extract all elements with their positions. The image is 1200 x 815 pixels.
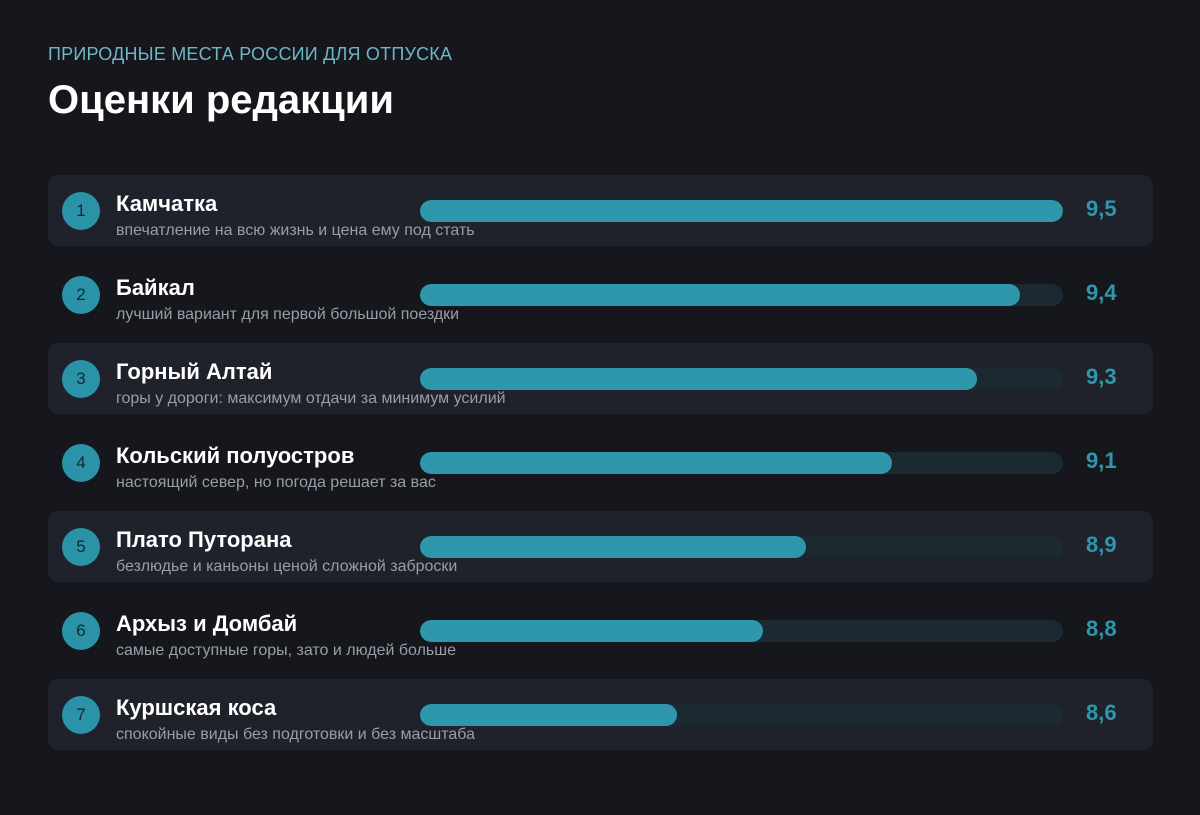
rating-row: 3 Горный Алтай горы у дороги: максимум отд… [48, 343, 1153, 414]
rating-row: 2 Байкал лучший вариант для первой большой… [48, 259, 1153, 330]
score-bar-track [420, 452, 1063, 474]
score-value: 8,6 [1086, 700, 1117, 725]
place-description: впечатление на всю жизнь и цена ему под … [116, 222, 475, 239]
score-bar-track [420, 284, 1063, 306]
place-name: Камчатка [116, 191, 218, 216]
place-description: спокойные виды без подготовки и без масш… [116, 726, 475, 743]
ratings-list: 1 Камчатка впечатление на всю жизнь и цена… [48, 175, 1153, 763]
place-name: Плато Путорана [116, 527, 292, 552]
rank-badge: 7 [62, 696, 100, 734]
score-bar [420, 284, 1021, 306]
score-value: 9,5 [1086, 196, 1117, 221]
score-bar [420, 620, 763, 642]
score-value: 9,4 [1086, 280, 1117, 305]
rating-row: 4 Кольский полуостров настоящий север, но … [48, 427, 1153, 498]
place-name: Куршская коса [116, 695, 277, 720]
score-bar [420, 368, 978, 390]
rank-badge: 3 [62, 360, 100, 398]
chart-title: Оценки редакции [48, 78, 394, 122]
score-bar [420, 536, 806, 558]
place-name: Горный Алтай [116, 359, 273, 384]
place-description: безлюдье и каньоны ценой сложной заброск… [116, 558, 458, 575]
place-description: самые доступные горы, зато и людей больш… [116, 642, 456, 659]
score-bar-track [420, 200, 1063, 222]
rating-row: 7 Куршская коса спокойные виды без подгото… [48, 679, 1153, 750]
place-name: Архыз и Домбай [116, 611, 298, 636]
score-value: 8,8 [1086, 616, 1117, 641]
rank-badge: 5 [62, 528, 100, 566]
score-bar [420, 200, 1063, 222]
place-name: Байкал [116, 275, 195, 300]
rating-row: 1 Камчатка впечатление на всю жизнь и цена… [48, 175, 1153, 246]
score-value: 9,1 [1086, 448, 1117, 473]
chart-kicker: ПРИРОДНЫЕ МЕСТА РОССИИ ДЛЯ ОТПУСКА [48, 44, 453, 64]
score-bar [420, 704, 678, 726]
place-name: Кольский полуостров [116, 443, 355, 468]
score-value: 8,9 [1086, 532, 1117, 557]
rating-row: 5 Плато Путорана безлюдье и каньоны ценой … [48, 511, 1153, 582]
rating-row: 6 Архыз и Домбай самые доступные горы, зат… [48, 595, 1153, 666]
score-bar-track [420, 368, 1063, 390]
rank-badge: 4 [62, 444, 100, 482]
score-bar-track [420, 536, 1063, 558]
place-description: настоящий север, но погода решает за вас [116, 474, 436, 491]
place-description: лучший вариант для первой большой поездк… [116, 306, 460, 323]
score-bar-track [420, 620, 1063, 642]
score-bar-track [420, 704, 1063, 726]
score-bar [420, 452, 892, 474]
place-description: горы у дороги: максимум отдачи за миниму… [116, 390, 506, 407]
rank-badge: 6 [62, 612, 100, 650]
score-value: 9,3 [1086, 364, 1117, 389]
rank-badge: 2 [62, 276, 100, 314]
rank-badge: 1 [62, 192, 100, 230]
